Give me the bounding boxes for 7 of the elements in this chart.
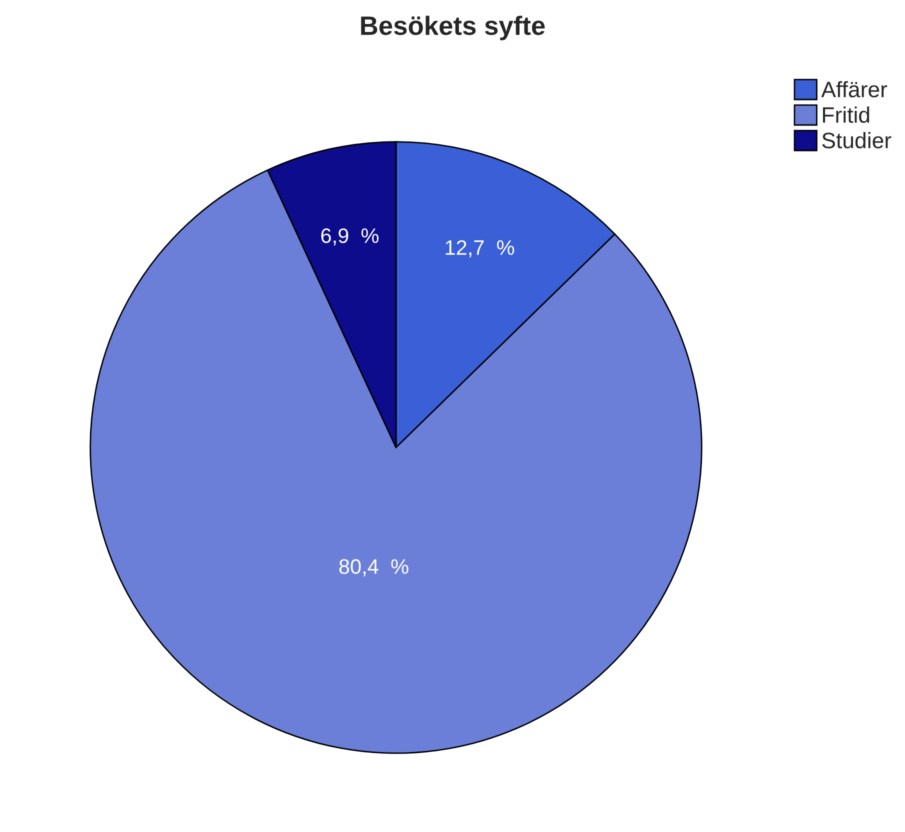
legend-label: Affärer: [821, 81, 888, 98]
data-label: 12,7 %: [446, 240, 514, 258]
data-label: 6,9 %: [321, 228, 379, 246]
data-label: 80,4 %: [339, 559, 408, 576]
legend-label: Fritid: [823, 106, 870, 123]
chart-title: Besökets syfte: [361, 16, 545, 40]
legend-label: Studier: [822, 132, 892, 148]
